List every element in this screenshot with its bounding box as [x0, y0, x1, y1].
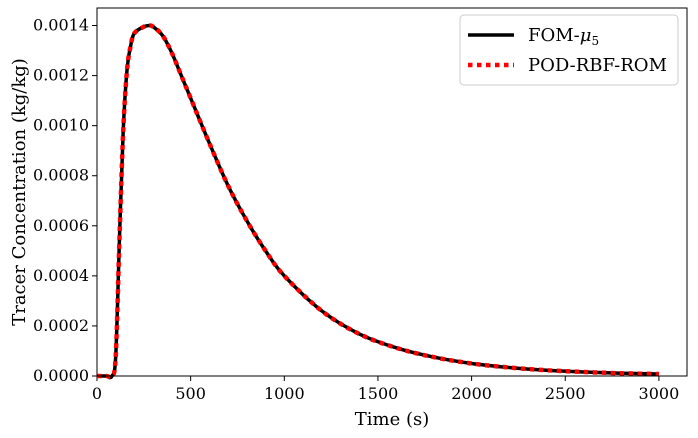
legend-label-fom-symbol: μ [580, 25, 592, 46]
legend: FOM-μ5 POD-RBF-ROM [459, 14, 679, 86]
y-tick-label: 0.0010 [33, 116, 89, 135]
legend-label-fom: FOM-μ5 [528, 25, 599, 48]
plot-frame [96, 7, 688, 377]
x-tick-label: 2500 [545, 384, 586, 403]
x-tick-label: 2000 [451, 384, 492, 403]
x-axis-label: Time (s) [355, 409, 430, 430]
x-tick-label: 0 [92, 384, 102, 403]
y-tick-label: 0.0012 [33, 66, 89, 85]
y-tick-label: 0.0000 [33, 366, 89, 385]
legend-label-fom-base: FOM- [528, 25, 580, 46]
series-pod-rbf-rom-line [97, 23, 659, 380]
series-layer [97, 23, 659, 380]
x-axis-ticks: 0 500 1000 1500 2000 2500 3000 [92, 376, 679, 403]
y-tick-label: 0.0014 [33, 16, 89, 35]
x-tick-label: 1000 [264, 384, 305, 403]
y-tick-label: 0.0004 [33, 266, 89, 285]
y-axis-ticks: 0.0000 0.0002 0.0004 0.0006 0.0008 0.0010 0.00… [33, 16, 97, 385]
y-tick-label: 0.0006 [33, 216, 89, 235]
y-tick-label: 0.0002 [33, 316, 89, 335]
legend-box [459, 14, 679, 86]
legend-label-fom-subscript: 5 [591, 34, 599, 48]
legend-label-rom: POD-RBF-ROM [528, 55, 667, 76]
x-tick-label: 1500 [358, 384, 399, 403]
x-tick-label: 500 [175, 384, 206, 403]
y-tick-label: 0.0008 [33, 166, 89, 185]
y-axis-label: Tracer Concentration (kg/kg) [9, 58, 30, 326]
x-tick-label: 3000 [639, 384, 680, 403]
